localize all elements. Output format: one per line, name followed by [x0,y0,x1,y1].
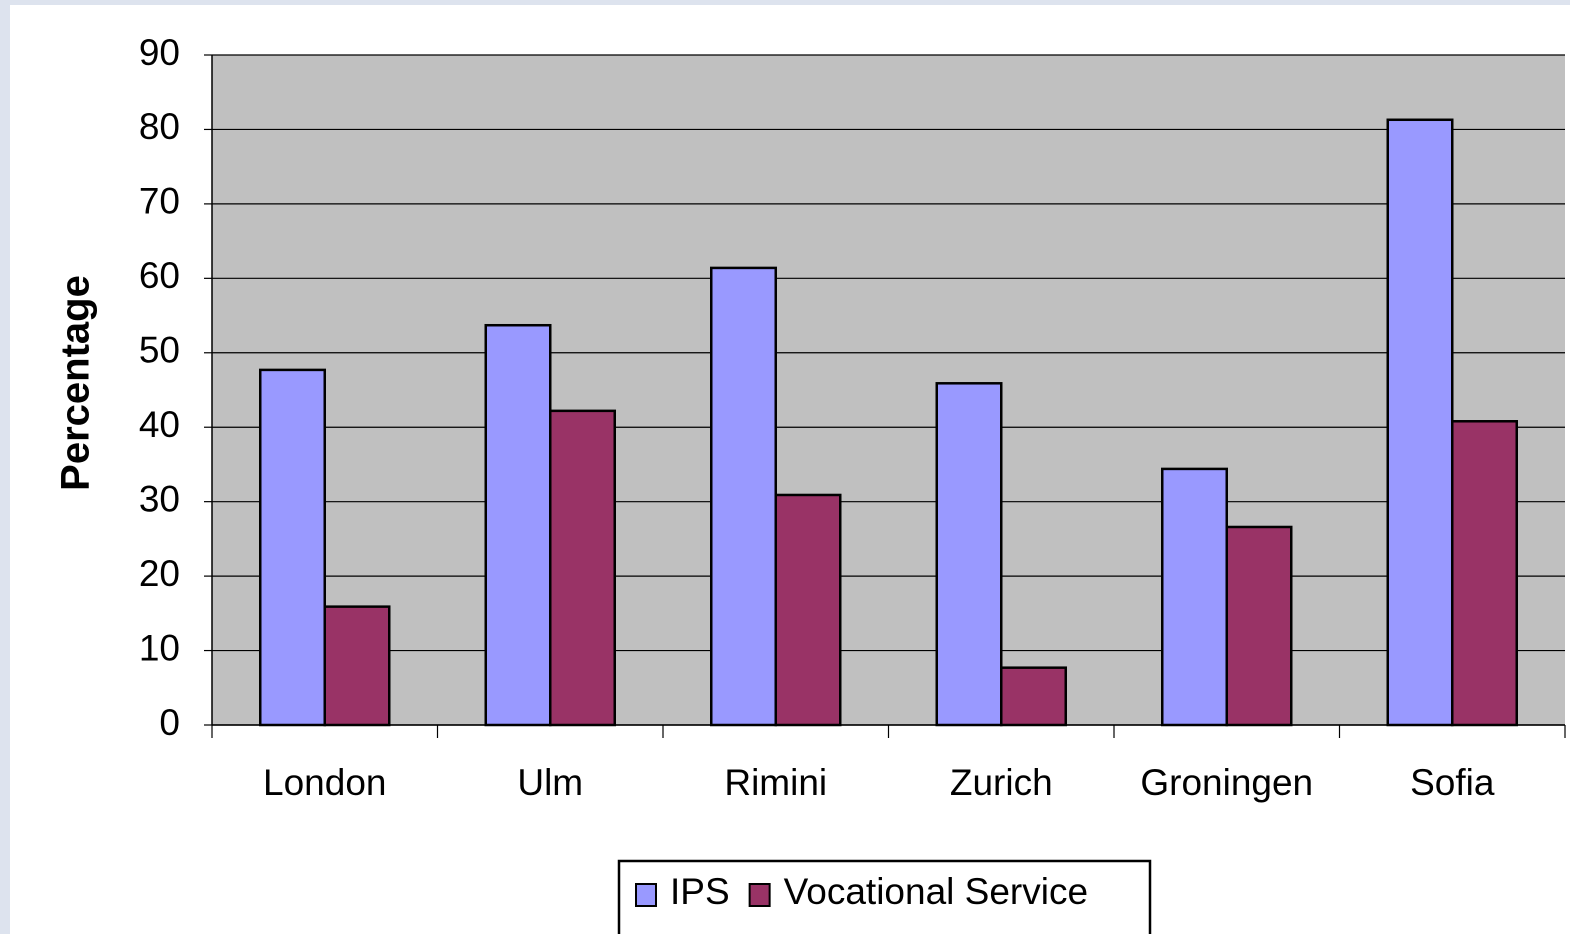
y-tick-label: 20 [139,553,180,594]
legend-swatch [635,883,657,907]
y-axis-label: Percentage [54,275,98,491]
bar [259,368,326,727]
bar [774,493,842,727]
bar [1225,525,1293,727]
x-tick-label: Rimini [724,762,827,803]
x-tick-label: Ulm [517,762,583,803]
y-tick-label: 0 [159,702,180,743]
x-tick-label: London [263,762,386,803]
plot-area [212,55,1565,725]
bar [1161,467,1228,727]
y-tick-label: 70 [139,181,180,222]
bar [323,605,391,727]
bar [1451,420,1518,727]
y-tick-label: 50 [139,330,180,371]
bar [1000,666,1067,727]
bar [710,266,777,727]
bar [935,382,1003,727]
x-tick-label: Sofia [1410,762,1495,803]
bar [484,323,552,727]
legend-swatch [748,883,771,907]
y-tick-label: 90 [139,32,180,73]
y-tick-label: 40 [139,404,180,445]
y-tick-label: 10 [139,627,180,668]
legend-label: Vocational Service [784,871,1088,912]
legend-box [617,859,1152,934]
y-tick-label: 30 [139,478,180,519]
x-tick-label: Groningen [1140,762,1313,803]
y-tick-label: 60 [139,255,180,296]
bar [1386,118,1454,727]
legend-label: IPS [670,871,730,912]
x-tick-label: Zurich [950,762,1053,803]
y-tick-label: 80 [139,106,180,147]
bar [549,409,616,727]
